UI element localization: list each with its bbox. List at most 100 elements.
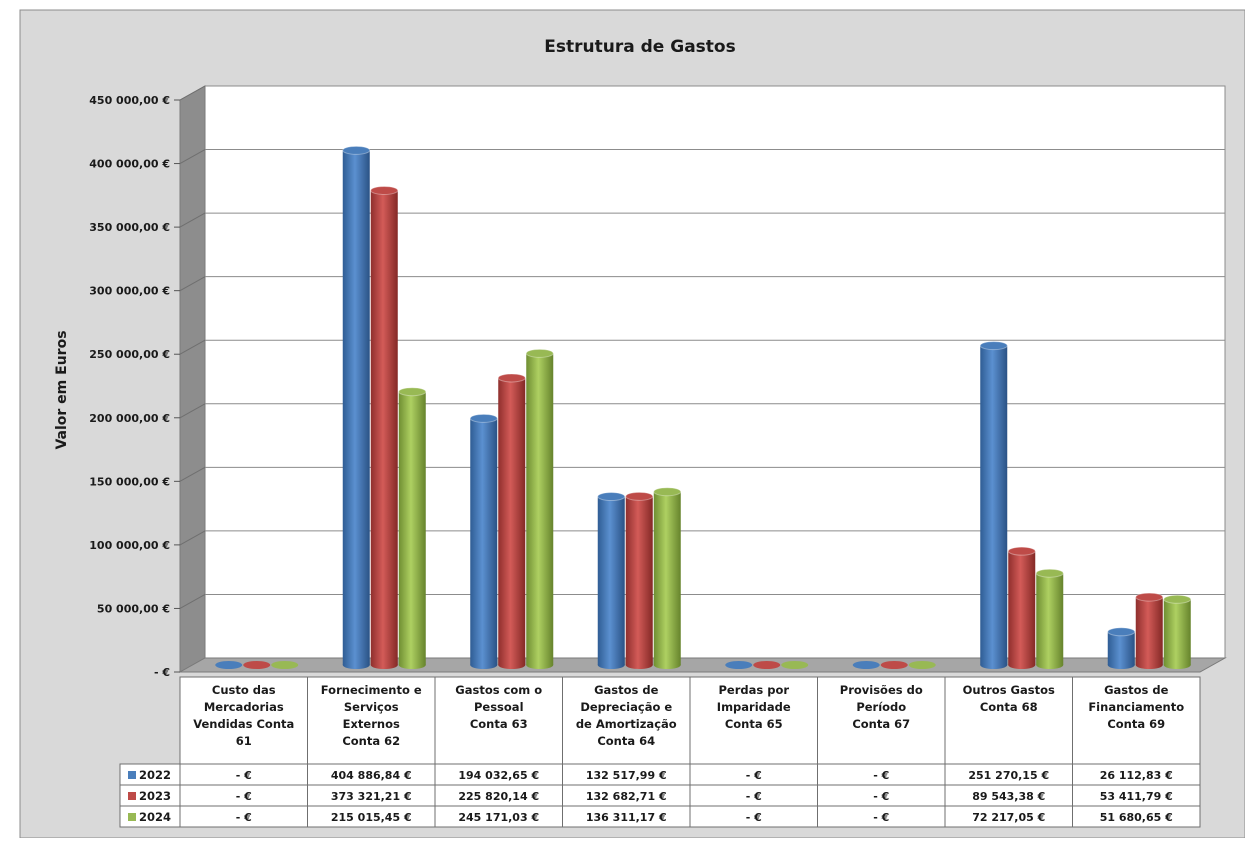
bar-flat: [271, 661, 299, 669]
category-label: Conta 62: [342, 734, 400, 748]
legend-swatch: [128, 792, 136, 800]
legend-swatch: [128, 771, 136, 779]
bar-base: [342, 661, 370, 669]
chart-floor: [178, 657, 1227, 673]
category-label: Pessoal: [474, 700, 524, 714]
gridline-side: [179, 403, 206, 419]
bar-2023-cat-8: [1135, 592, 1164, 669]
gridline-side: [179, 276, 206, 292]
bar-top: [653, 487, 682, 497]
gridline-side: [179, 530, 206, 546]
legend-label: 2024: [139, 810, 171, 824]
bar-body: [526, 353, 554, 665]
bar-2023-cat-2: [370, 185, 399, 669]
bar-base: [980, 661, 1008, 669]
bar-top: [398, 387, 427, 397]
bar-body: [1135, 597, 1163, 665]
category-label: Conta 64: [597, 734, 655, 748]
bar-2024-cat-1: [271, 661, 299, 669]
table-cell: 225 820,14 €: [458, 790, 539, 803]
category-label: Externos: [343, 717, 400, 731]
bar-base: [625, 661, 653, 669]
bar-top: [469, 413, 498, 423]
y-tick-label: 350 000,00 €: [89, 221, 170, 234]
bar-top: [1035, 568, 1064, 578]
table-cell: - €: [873, 790, 889, 803]
bar-flat: [781, 661, 809, 669]
bar-top: [1135, 592, 1164, 602]
bar-body: [1107, 631, 1135, 665]
table-cell: - €: [236, 790, 252, 803]
bar-base: [1135, 661, 1163, 669]
category-label: Conta 69: [1107, 717, 1165, 731]
table-cell: - €: [746, 790, 762, 803]
category-label: Período: [856, 700, 906, 714]
bar-flat: [243, 661, 271, 669]
chart-title: Estrutura de Gastos: [544, 37, 735, 57]
bar-flat: [880, 661, 908, 669]
bar-body: [597, 496, 625, 665]
side-wall: [179, 85, 206, 673]
bar-2024-cat-4: [653, 487, 682, 669]
bar-2022-cat-7: [979, 341, 1008, 669]
bar-2023-cat-3: [497, 373, 526, 669]
bar-2024-cat-3: [525, 348, 554, 669]
table-cell: - €: [236, 769, 252, 782]
bar-top: [342, 145, 371, 155]
bar-body: [398, 391, 426, 665]
bar-base: [1036, 661, 1064, 669]
table-cell: 53 411,79 €: [1100, 790, 1173, 803]
bar-top: [525, 348, 554, 358]
bar-2023-cat-7: [1007, 546, 1036, 669]
bar-top: [370, 185, 399, 195]
bar-2024-cat-8: [1163, 594, 1192, 669]
y-tick-label: 450 000,00 €: [89, 94, 170, 107]
y-tick-label: 250 000,00 €: [89, 348, 170, 361]
bar-base: [498, 661, 526, 669]
table-cell: - €: [236, 811, 252, 824]
bar-base: [370, 661, 398, 669]
bar-2024-cat-6: [908, 661, 936, 669]
gridline-side: [179, 594, 206, 609]
bar-base: [597, 661, 625, 669]
bar-2023-cat-5: [753, 661, 781, 669]
bar-flat: [725, 661, 753, 669]
legend-label: 2022: [139, 768, 171, 782]
table-cell: 215 015,45 €: [331, 811, 412, 824]
y-tick-labels: - € 50 000,00 € 100 000,00 € 150 000,00 € 20…: [89, 94, 180, 679]
table-cell: 136 311,17 €: [586, 811, 667, 824]
bar-flat: [215, 661, 243, 669]
gridline-side: [179, 466, 206, 482]
bar-base: [398, 661, 426, 669]
table-cell: 89 543,38 €: [972, 790, 1045, 803]
bar-2022-cat-4: [597, 492, 626, 669]
bar-body: [498, 377, 526, 665]
y-tick-label: 50 000,00 €: [97, 602, 170, 615]
bar-body: [1036, 573, 1064, 665]
bar-top: [625, 491, 654, 501]
bar-top: [1007, 546, 1036, 556]
category-label: Conta 65: [725, 717, 783, 731]
category-label: Fornecimento e: [321, 683, 422, 697]
bar-top: [1107, 627, 1136, 637]
category-label: Gastos com o: [455, 683, 542, 697]
gridline-side: [179, 85, 206, 101]
table-cell: 132 682,71 €: [586, 790, 667, 803]
category-label: Financiamento: [1088, 700, 1184, 714]
category-label: 61: [236, 734, 252, 748]
table-cell: 251 270,15 €: [968, 769, 1049, 782]
category-label: Outros Gastos: [963, 683, 1055, 697]
bar-flat: [753, 661, 781, 669]
y-tick-label: 200 000,00 €: [89, 412, 170, 425]
bar-base: [653, 661, 681, 669]
bar-top: [597, 492, 626, 502]
bar-body: [1008, 551, 1036, 665]
bar-2022-cat-5: [725, 661, 753, 669]
category-label: Custo das: [212, 683, 276, 697]
table-cell: 26 112,83 €: [1100, 769, 1173, 782]
y-tick-label: 150 000,00 €: [89, 475, 170, 488]
category-label: de Amortização: [576, 717, 677, 731]
bar-base: [470, 661, 498, 669]
